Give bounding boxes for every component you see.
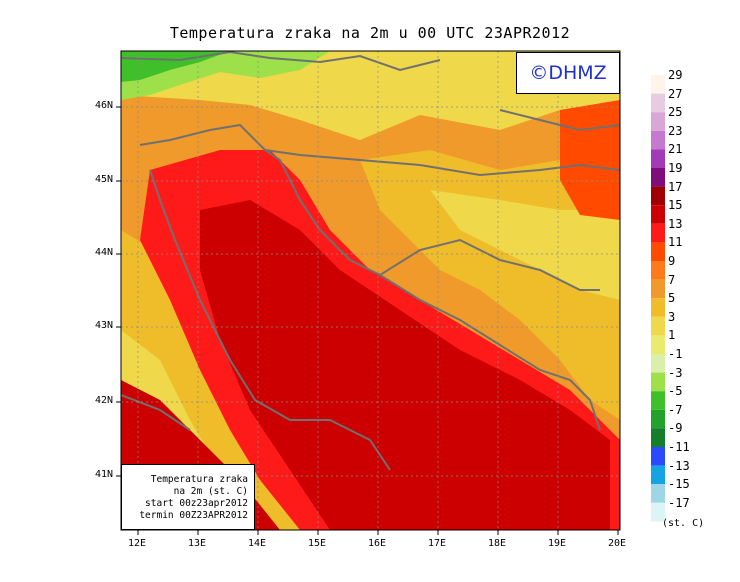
temperature-field bbox=[121, 51, 620, 530]
colorbar-swatch bbox=[651, 372, 665, 392]
colorbar-swatch bbox=[651, 465, 665, 485]
colorbar-label: 21 bbox=[668, 142, 683, 157]
colorbar-label: 29 bbox=[668, 68, 683, 82]
colorbar-swatch bbox=[651, 149, 665, 168]
map-frame bbox=[120, 50, 621, 531]
colorbar-label: 7 bbox=[668, 272, 676, 287]
colorbar-label: 5 bbox=[668, 291, 676, 306]
lat-label: 46N bbox=[95, 100, 114, 111]
colorbar-swatch bbox=[651, 298, 665, 317]
info-box: Temperatura zraka na 2m (st. C) start 00… bbox=[121, 464, 255, 530]
lon-label: 17E bbox=[428, 538, 447, 549]
lon-label: 12E bbox=[128, 538, 147, 549]
colorbar-swatch bbox=[651, 409, 665, 429]
lon-label: 19E bbox=[548, 538, 567, 549]
colorbar-label: -1 bbox=[668, 347, 683, 361]
colorbar-label: 19 bbox=[668, 161, 683, 175]
colorbar-label: -9 bbox=[668, 421, 683, 436]
colorbar-swatch bbox=[651, 112, 665, 131]
colorbar-swatch bbox=[651, 279, 665, 299]
colorbar-label: -7 bbox=[668, 402, 683, 417]
colorbar-swatch bbox=[651, 242, 665, 261]
colorbar-swatch bbox=[651, 205, 665, 224]
colorbar-label: 13 bbox=[668, 216, 683, 231]
info-line: termin 00Z23APR2012 bbox=[139, 510, 248, 521]
colorbar-swatch bbox=[651, 335, 665, 354]
colorbar-swatch bbox=[651, 186, 665, 206]
colorbar-swatch bbox=[651, 502, 665, 522]
info-line: start 00z23apr2012 bbox=[145, 498, 248, 509]
lat-lon-grid bbox=[121, 51, 620, 530]
colorbar-label: -13 bbox=[668, 458, 690, 473]
lat-label: 44N bbox=[95, 247, 114, 258]
colorbar-label: 27 bbox=[668, 86, 683, 101]
colorbar-swatch bbox=[651, 391, 665, 410]
colorbar-label: 9 bbox=[668, 254, 676, 268]
lon-label: 18E bbox=[488, 538, 507, 549]
colorbar-label: 23 bbox=[668, 123, 683, 138]
lon-label: 20E bbox=[608, 538, 627, 549]
colorbar-swatch bbox=[651, 354, 665, 373]
lat-label: 43N bbox=[95, 320, 114, 331]
colorbar-swatch bbox=[651, 447, 665, 466]
colorbar-label: -17 bbox=[668, 495, 690, 510]
lat-label: 42N bbox=[95, 395, 114, 406]
colorbar-swatch bbox=[651, 168, 665, 187]
colorbar bbox=[651, 75, 665, 522]
lat-label: 45N bbox=[95, 174, 114, 185]
map-title: Temperatura zraka na 2m u 00 UTC 23APR20… bbox=[169, 24, 571, 42]
colorbar-swatch bbox=[651, 93, 665, 113]
lon-label: 13E bbox=[188, 538, 207, 549]
colorbar-label: 25 bbox=[668, 105, 683, 120]
axis-ticks bbox=[116, 106, 619, 535]
colorbar-swatch bbox=[651, 223, 665, 243]
colorbar-label: 1 bbox=[668, 328, 676, 343]
info-line: na 2m (st. C) bbox=[173, 486, 248, 497]
lon-label: 14E bbox=[248, 538, 267, 549]
lon-label: 15E bbox=[308, 538, 327, 549]
colorbar-label: 11 bbox=[668, 235, 683, 250]
colorbar-swatch bbox=[651, 75, 665, 94]
info-line: Temperatura zraka bbox=[150, 474, 248, 485]
colorbar-label: -5 bbox=[668, 384, 683, 399]
colorbar-swatch bbox=[651, 316, 665, 336]
colorbar-label: -15 bbox=[668, 477, 690, 492]
dhmz-copyright: ©DHMZ bbox=[516, 52, 620, 94]
coastline-borders bbox=[121, 51, 620, 471]
colorbar-label: 15 bbox=[668, 198, 683, 213]
lon-label: 16E bbox=[368, 538, 387, 549]
colorbar-label: -11 bbox=[668, 440, 690, 454]
colorbar-swatch bbox=[651, 428, 665, 447]
colorbar-swatch bbox=[651, 261, 665, 280]
colorbar-label: 3 bbox=[668, 309, 676, 324]
colorbar-swatch bbox=[651, 484, 665, 503]
colorbar-label: 17 bbox=[668, 179, 683, 194]
colorbar-unit: (st. C) bbox=[662, 518, 705, 529]
lat-label: 41N bbox=[95, 469, 114, 480]
colorbar-label: -3 bbox=[668, 365, 683, 380]
colorbar-swatch bbox=[651, 130, 665, 150]
